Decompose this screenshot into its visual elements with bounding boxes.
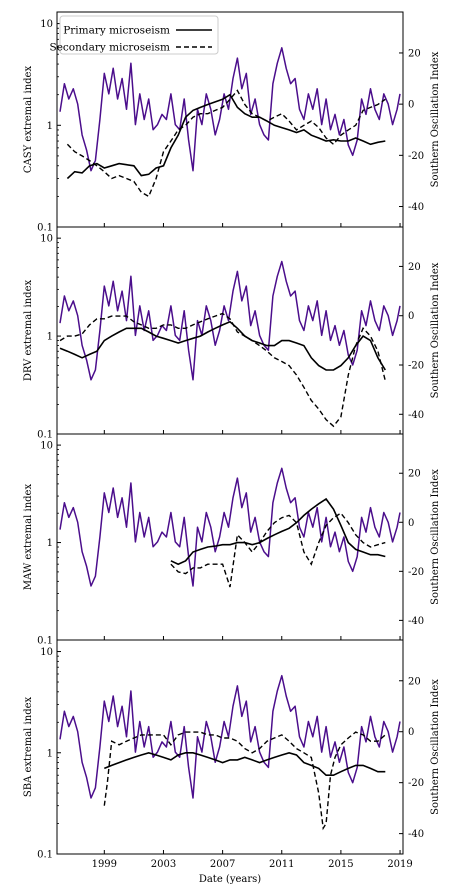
y-right-axis-title: Southern Oscillation Index — [430, 262, 441, 398]
y-left-tick-label: 1 — [47, 538, 53, 549]
x-tick-label: 2011 — [269, 859, 294, 870]
soi-series-line — [59, 674, 401, 799]
y-right-tick-label: -40 — [408, 829, 424, 840]
y-left-axis-title: DRV extremal index — [23, 280, 34, 382]
legend-label: Secondary microseism — [50, 42, 171, 54]
y-right-tick-label: -20 — [408, 361, 424, 372]
y-left-tick-label: 10 — [40, 441, 53, 452]
primary-microseism-line — [66, 93, 386, 180]
y-right-axis-title: Southern Oscillation Index — [430, 469, 441, 605]
x-axis-title: Date (years) — [199, 874, 261, 885]
x-tick-label: 1999 — [92, 859, 117, 870]
panel-1: 0.1 1 10 -40 -20 0 20 CASY extremal index Southe… — [23, 11, 441, 234]
y-left-tick-label: 0.1 — [37, 636, 53, 647]
y-right-tick-label: -20 — [408, 567, 424, 578]
x-tick-label: 2007 — [210, 859, 235, 870]
y-right-tick-label: 20 — [408, 676, 421, 687]
y-right-tick-label: 0 — [408, 518, 414, 529]
y-right-tick-label: 0 — [408, 311, 414, 322]
primary-microseism-line — [103, 751, 386, 777]
y-left-tick-label: 10 — [40, 234, 53, 245]
y-left-tick-label: 1 — [47, 121, 53, 132]
y-left-tick-label: 0.1 — [37, 430, 53, 441]
y-left-tick-label: 1 — [47, 748, 53, 759]
y-right-tick-label: -40 — [408, 202, 424, 213]
x-tick-label: 2003 — [151, 859, 176, 870]
y-right-tick-label: -40 — [408, 410, 424, 421]
primary-microseism-line — [59, 320, 386, 371]
legend-label: Primary microseism — [63, 25, 170, 37]
panel-frame — [56, 226, 404, 435]
y-left-tick-label: 10 — [40, 647, 53, 658]
x-tick-label: 2015 — [328, 859, 353, 870]
secondary-microseism-line — [170, 512, 386, 588]
y-left-tick-label: 0.1 — [37, 223, 53, 234]
y-right-tick-label: 20 — [408, 262, 421, 273]
soi-series-line — [59, 47, 401, 172]
y-left-tick-label: 1 — [47, 332, 53, 343]
soi-series-line — [59, 260, 401, 381]
y-right-tick-label: 20 — [408, 48, 421, 59]
panel-4: 0.1 1 10 -40 -20 0 20 1999 2003 2007 2011 2015 2019 S… — [23, 639, 441, 870]
y-right-axis-title: Southern Oscillation Index — [430, 679, 441, 815]
panel-frame — [56, 639, 404, 855]
y-left-tick-label: 0.1 — [37, 850, 53, 861]
y-left-tick-label: 10 — [40, 19, 53, 30]
y-left-axis-title: MAW extremal index — [23, 484, 34, 591]
soi-series-line — [59, 467, 401, 587]
panel-frame — [56, 433, 404, 641]
y-right-tick-label: -40 — [408, 616, 424, 627]
panel-2: 0.1 1 10 -40 -20 0 20 DRV extremal index Souther… — [23, 226, 441, 441]
y-right-tick-label: 0 — [408, 100, 414, 111]
primary-microseism-line — [170, 497, 386, 566]
secondary-microseism-line — [103, 731, 386, 831]
y-right-axis-title: Southern Oscillation Index — [430, 51, 441, 187]
legend-box — [59, 15, 219, 55]
y-right-tick-label: 0 — [408, 727, 414, 738]
y-right-tick-label: -20 — [408, 778, 424, 789]
y-right-tick-label: -20 — [408, 151, 424, 162]
y-left-axis-title: SBA extremal index — [23, 696, 34, 797]
secondary-microseism-line — [59, 312, 386, 428]
legend: Primary microseism Secondary microseism — [50, 15, 219, 55]
x-tick-label: 2019 — [387, 859, 412, 870]
y-left-axis-title: CASY extremal index — [23, 66, 34, 174]
y-right-tick-label: 20 — [408, 469, 421, 480]
panel-3: 0.1 1 10 -40 -20 0 20 MAW extremal index Souther… — [23, 433, 441, 647]
secondary-microseism-line — [66, 89, 386, 198]
